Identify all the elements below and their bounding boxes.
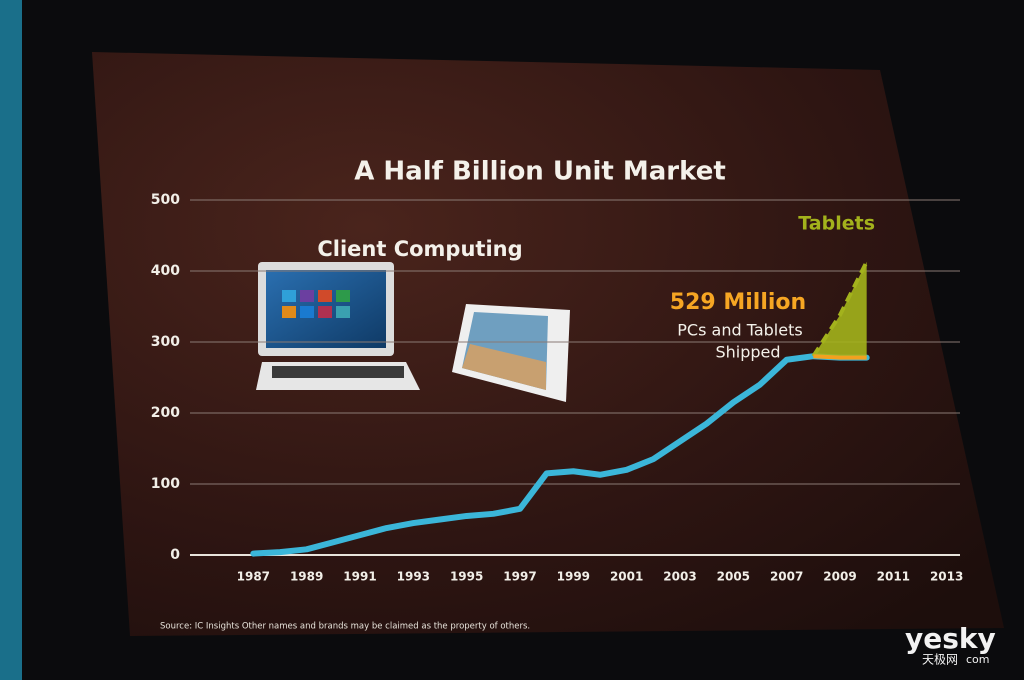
annotation-text: PCs and Tablets bbox=[677, 321, 802, 340]
x-tick-label: 2001 bbox=[610, 570, 643, 584]
y-tick-label: 200 bbox=[151, 405, 180, 421]
x-tick-label: 2005 bbox=[717, 570, 750, 584]
data-line bbox=[250, 353, 870, 557]
watermark: com bbox=[966, 653, 990, 666]
stage-light bbox=[0, 0, 22, 680]
x-tick-label: 1995 bbox=[450, 570, 483, 584]
plot: 0 100 200 300 400 500 1987 1989 1991 1993 1995 1997… bbox=[151, 192, 964, 584]
x-tick-label: 2007 bbox=[770, 570, 803, 584]
tablet-image bbox=[452, 304, 570, 402]
x-tick-label: 1987 bbox=[237, 570, 270, 584]
series-label: Tablets bbox=[798, 212, 875, 234]
stacked-area bbox=[813, 261, 867, 358]
laptop-image bbox=[256, 262, 420, 390]
annotation-headline: 529 Million bbox=[670, 290, 806, 315]
source-note: Source: IC Insights Other names and bran… bbox=[160, 622, 530, 632]
y-tick-label: 300 bbox=[151, 334, 180, 350]
y-tick-label: 500 bbox=[151, 192, 180, 208]
chart-title: A Half Billion Unit Market bbox=[354, 157, 726, 187]
x-tick-label: 1997 bbox=[503, 570, 536, 584]
annotation-text: Shipped bbox=[715, 343, 780, 362]
y-tick-label: 100 bbox=[151, 476, 180, 492]
chart-subtitle: Client Computing bbox=[317, 237, 522, 261]
y-tick-label: 400 bbox=[151, 263, 180, 279]
x-tick-label: 1999 bbox=[557, 570, 590, 584]
x-tick-label: 1989 bbox=[290, 570, 323, 584]
y-tick-label: 0 bbox=[170, 547, 180, 563]
x-tick-label: 2011 bbox=[877, 570, 910, 584]
area-top-line bbox=[811, 260, 869, 358]
watermark: yesky bbox=[905, 622, 996, 655]
x-tick-label: 2009 bbox=[823, 570, 856, 584]
x-tick-label: 2003 bbox=[663, 570, 696, 584]
x-tick-label: 1993 bbox=[397, 570, 430, 584]
area-base-line bbox=[813, 354, 867, 360]
x-tick-label: 2013 bbox=[930, 570, 963, 584]
watermark: 天极网 bbox=[922, 653, 958, 667]
x-tick-label: 1991 bbox=[343, 570, 376, 584]
